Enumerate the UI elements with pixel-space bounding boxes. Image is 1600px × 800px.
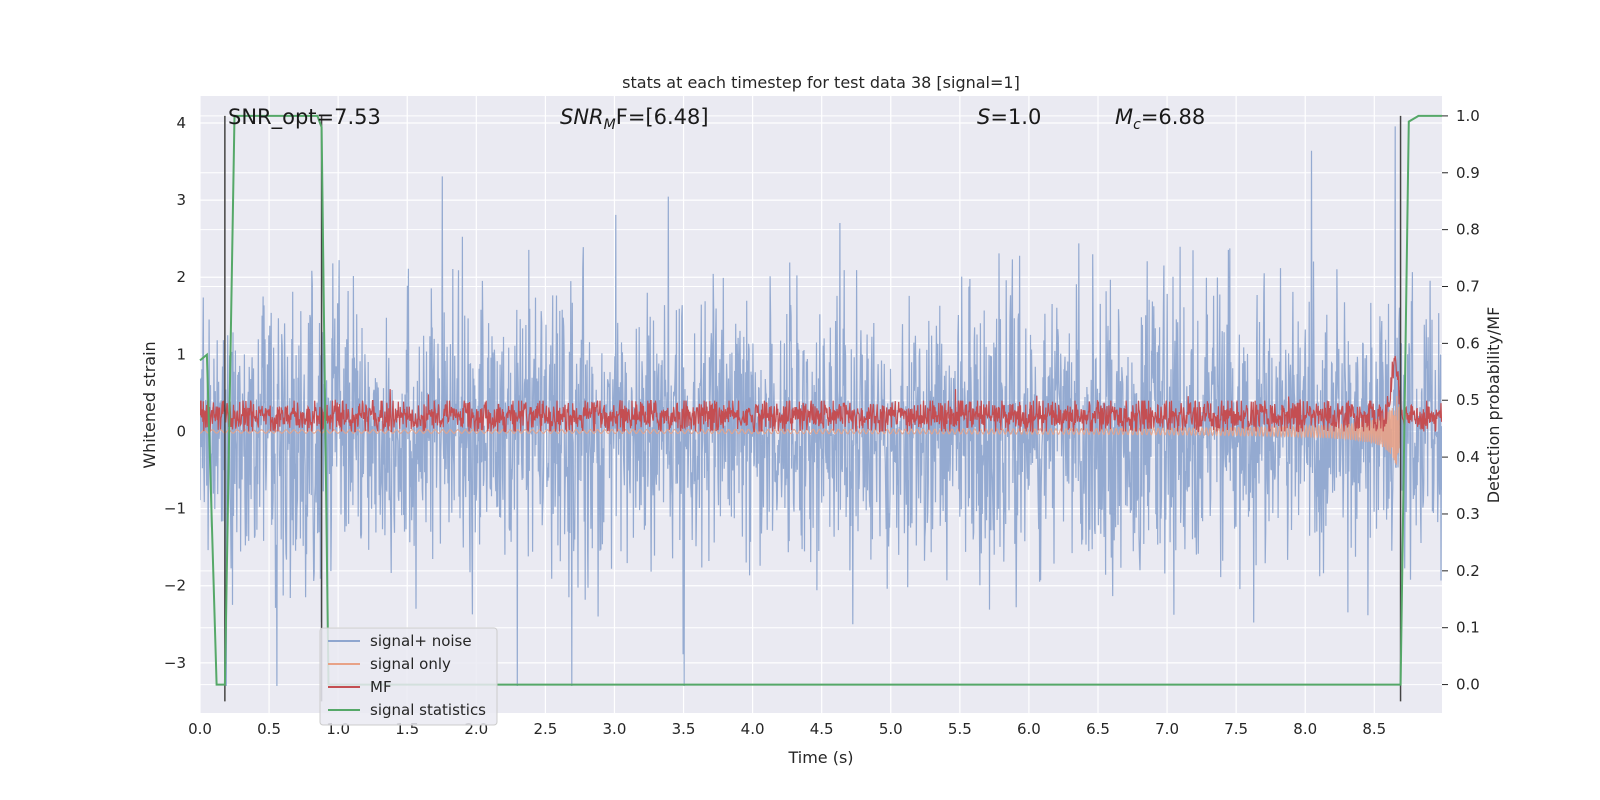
y-tick-label: 4 bbox=[176, 114, 186, 132]
x-axis-label: Time (s) bbox=[787, 748, 853, 767]
y-axis-label: Whitened strain bbox=[140, 341, 159, 468]
y-right-tick-label: 0.6 bbox=[1456, 334, 1480, 352]
series-layer bbox=[200, 115, 1442, 702]
y-right-tick-label: 0.7 bbox=[1456, 278, 1480, 296]
x-tick-label: 0.0 bbox=[188, 720, 212, 738]
y-tick-label: 0 bbox=[176, 422, 186, 440]
mc-annotation: Mc=6.88 bbox=[1115, 105, 1205, 133]
plot-content bbox=[199, 114, 1442, 702]
series-mf-line bbox=[200, 355, 1442, 434]
annotations: SNR_opt=7.53 SNRMF=[6.48] S=1.0 Mc=6.88 bbox=[228, 105, 1205, 133]
y-tick-label: −2 bbox=[164, 577, 186, 595]
x-tick-label: 6.5 bbox=[1086, 720, 1110, 738]
y-right-tick-label: 0.3 bbox=[1456, 505, 1480, 523]
y-right-tick-label: 1.0 bbox=[1456, 107, 1480, 125]
x-tick-label: 0.5 bbox=[257, 720, 281, 738]
y-tick-label: 1 bbox=[176, 345, 186, 363]
legend-label-signal-statistics: signal statistics bbox=[370, 701, 486, 719]
x-tick-label: 4.0 bbox=[741, 720, 765, 738]
legend-box bbox=[319, 627, 498, 726]
y-right-tick-label: 0.1 bbox=[1456, 619, 1480, 637]
series-signal-noise-line bbox=[200, 126, 1442, 687]
x-tick-label: 4.5 bbox=[810, 720, 834, 738]
legend-label-mf: MF bbox=[370, 678, 392, 696]
y-right-tick-label: 0.0 bbox=[1456, 676, 1480, 694]
x-tick-label: 8.5 bbox=[1362, 720, 1386, 738]
y-right-tick-label: 0.2 bbox=[1456, 562, 1480, 580]
y-right-tick-label: 0.5 bbox=[1456, 391, 1480, 409]
x-tick-label: 6.0 bbox=[1017, 720, 1041, 738]
x-tick-label: 3.0 bbox=[603, 720, 627, 738]
chart-title: stats at each timestep for test data 38 … bbox=[622, 73, 1020, 92]
x-tick-label: 8.0 bbox=[1293, 720, 1317, 738]
snr-opt-annotation: SNR_opt=7.53 bbox=[228, 105, 381, 130]
legend-label-signal-noise: signal+ noise bbox=[370, 632, 472, 650]
legend-label-signal-only: signal only bbox=[370, 655, 451, 673]
x-tick-label: 7.5 bbox=[1224, 720, 1248, 738]
y-right-tick-label: 0.8 bbox=[1456, 221, 1480, 239]
legend: signal+ noise signal only MF signal stat… bbox=[319, 627, 498, 726]
y-right-tick-label: 0.9 bbox=[1456, 164, 1480, 182]
x-tick-label: 5.5 bbox=[948, 720, 972, 738]
ticks: 0.0 0.5 1.0 1.5 2.0 2.5 3.0 3.5 4.0 4.5 5.0 5.5 6.0 6… bbox=[164, 107, 1480, 738]
s-annotation: S=1.0 bbox=[977, 105, 1041, 129]
y-tick-label: −1 bbox=[164, 500, 186, 518]
series-signal-statistics-line bbox=[199, 114, 1442, 686]
snr-mf-annotation: SNRMF=[6.48] bbox=[560, 105, 709, 133]
x-tick-label: 5.0 bbox=[879, 720, 903, 738]
x-tick-label: 3.5 bbox=[672, 720, 696, 738]
y-tick-label: 3 bbox=[176, 191, 186, 209]
y-right-axis-label: Detection probability/MF bbox=[1484, 307, 1503, 504]
y-tick-label: −3 bbox=[164, 654, 186, 672]
x-tick-label: 2.5 bbox=[533, 720, 557, 738]
x-tick-label: 7.0 bbox=[1155, 720, 1179, 738]
y-right-tick-label: 0.4 bbox=[1456, 448, 1480, 466]
y-tick-label: 2 bbox=[176, 268, 186, 286]
